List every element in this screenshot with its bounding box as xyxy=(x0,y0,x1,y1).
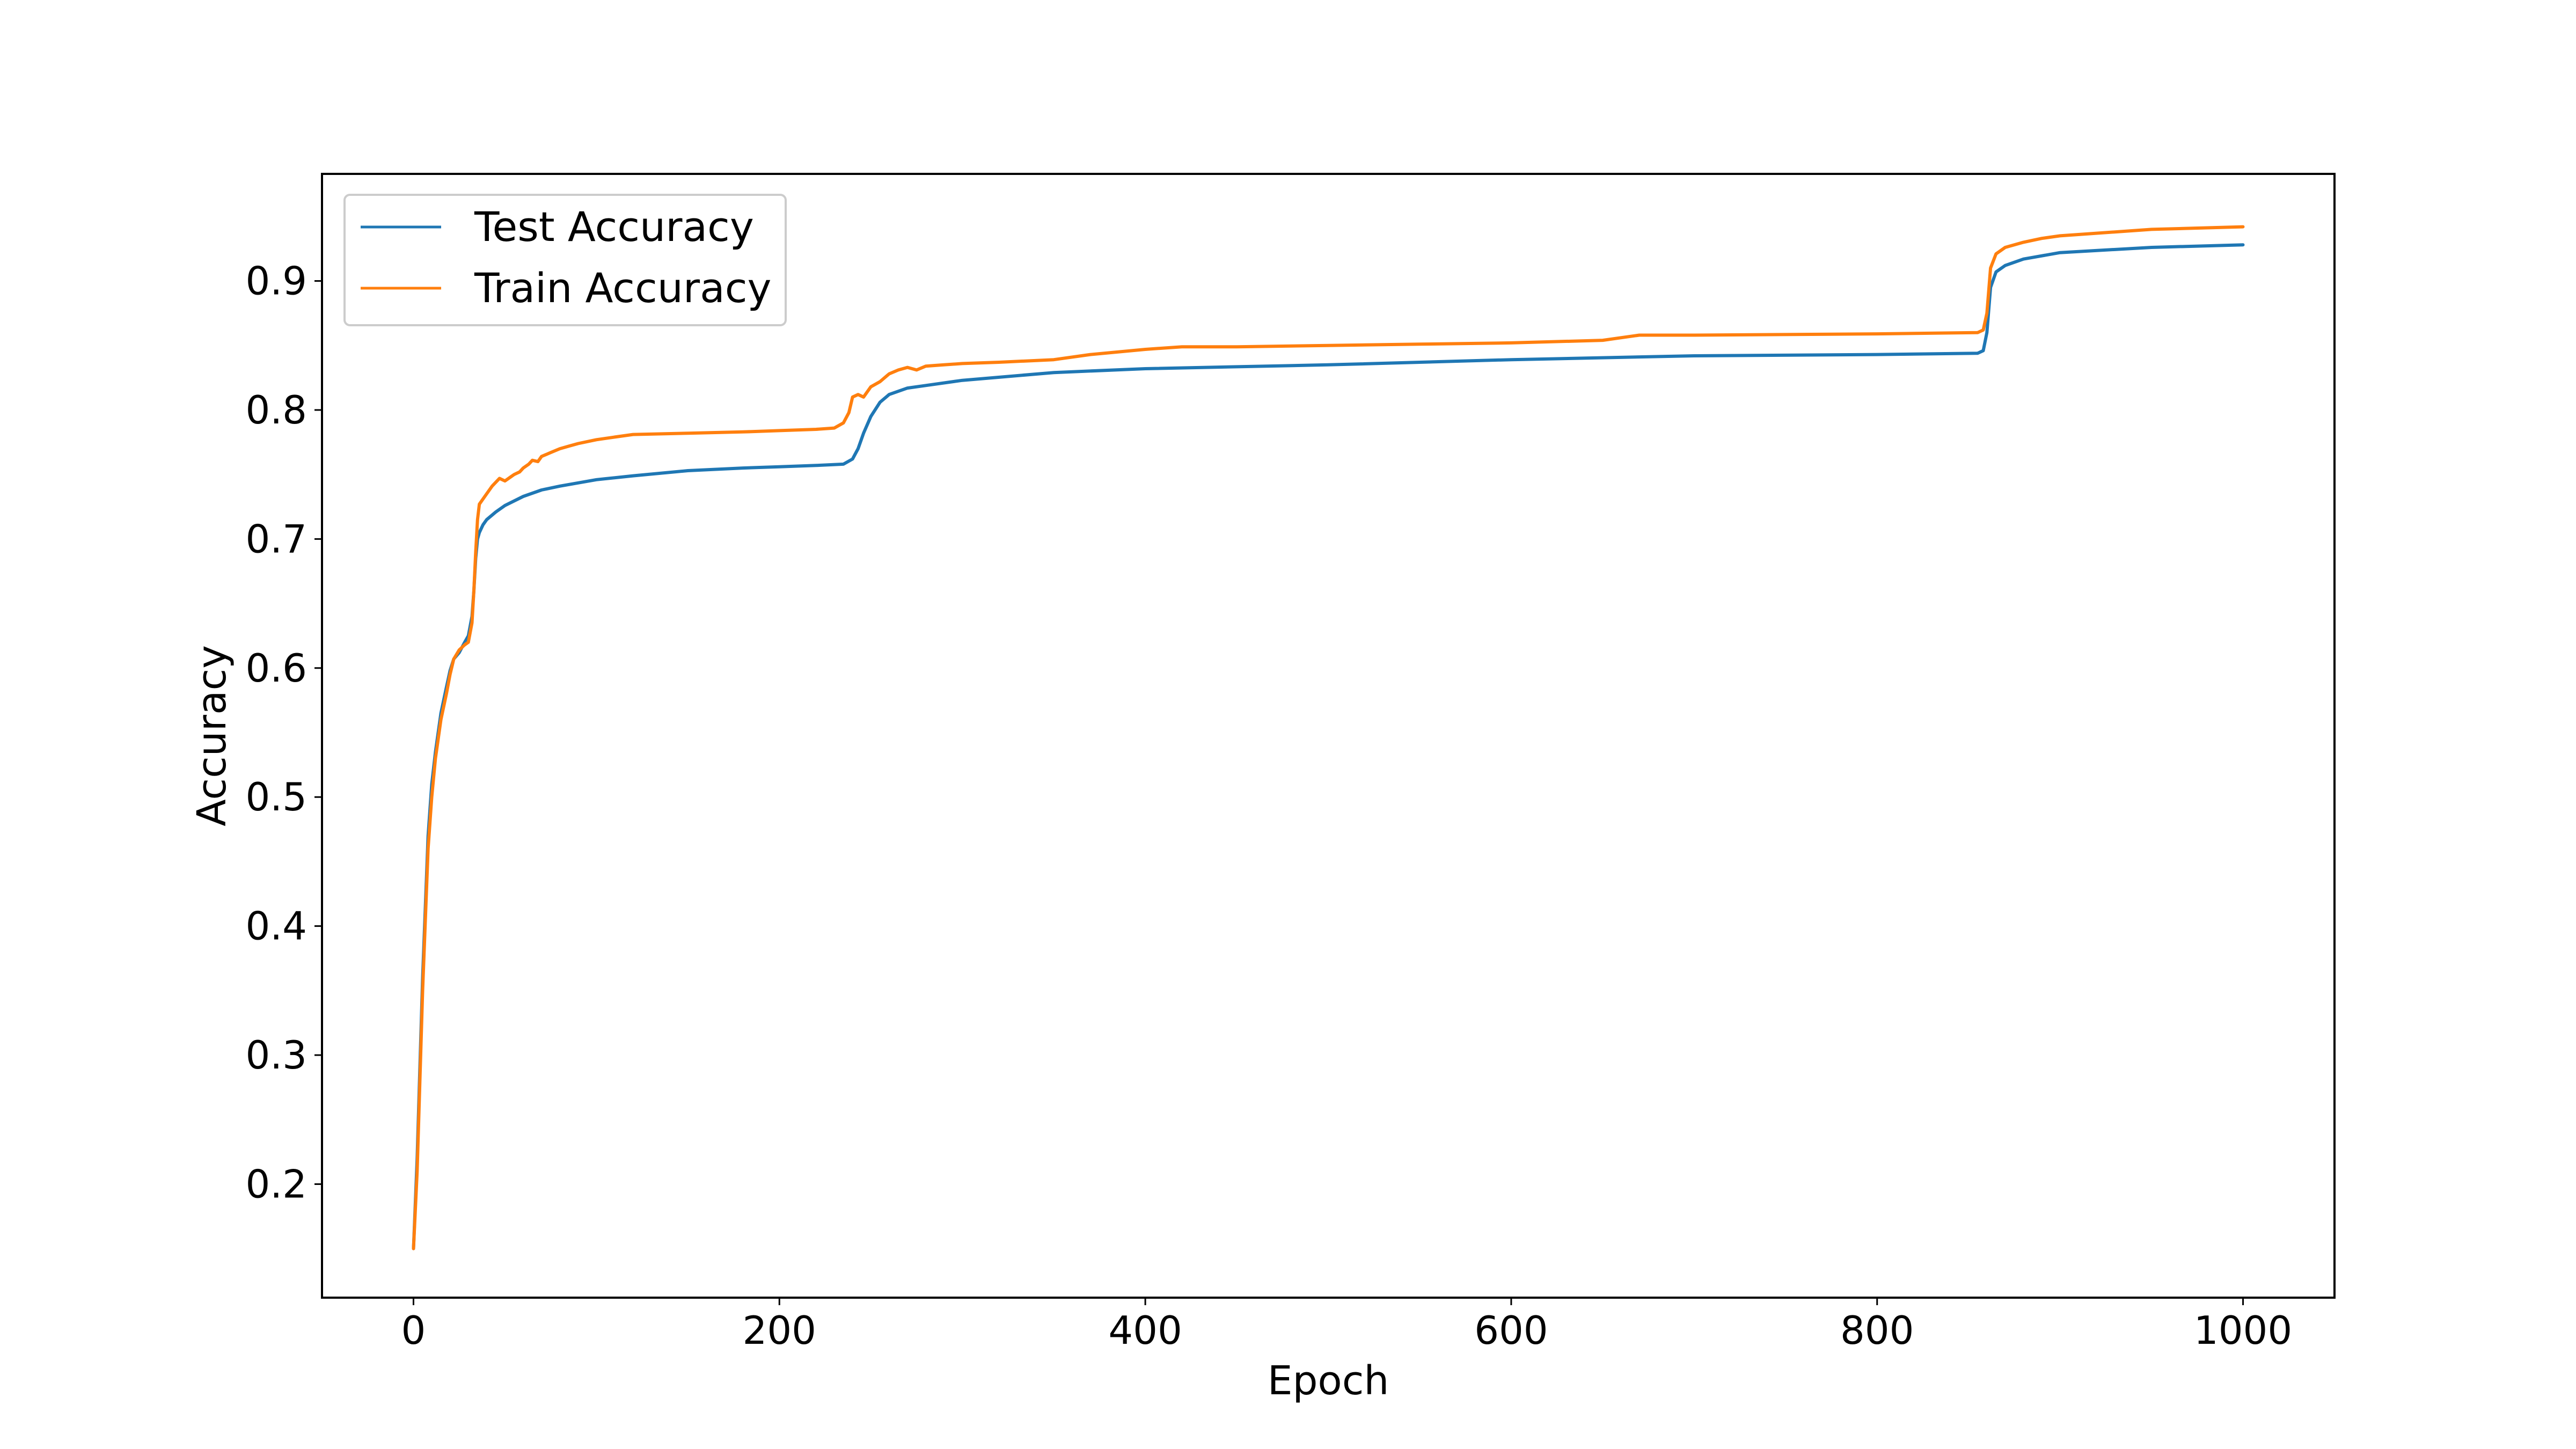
y-tick-label: 0.2 xyxy=(245,1161,307,1206)
y-tick-label: 0.4 xyxy=(245,904,307,949)
plot-frame xyxy=(321,173,2336,1299)
y-axis-label: Accuracy xyxy=(189,645,235,826)
legend-box xyxy=(343,194,787,326)
x-tick-label: 200 xyxy=(743,1308,816,1353)
y-tick-label: 0.6 xyxy=(245,646,307,691)
x-tick-label: 600 xyxy=(1474,1308,1548,1353)
legend-label-test: Test Accuracy xyxy=(474,203,754,251)
x-axis-label: Epoch xyxy=(1268,1358,1389,1404)
y-tick-label: 0.5 xyxy=(245,774,307,819)
x-tick-label: 1000 xyxy=(2194,1308,2292,1353)
x-tick-label: 400 xyxy=(1108,1308,1182,1353)
plot-area xyxy=(322,174,2334,1298)
y-axis-ticks: 0.2 0.3 0.4 0.5 0.6 0.7 0.8 0.9 xyxy=(245,259,322,1206)
y-tick-label: 0.9 xyxy=(245,259,307,304)
x-tick-label: 0 xyxy=(401,1308,426,1353)
y-tick-label: 0.7 xyxy=(245,516,307,561)
series-layer xyxy=(412,225,2245,1250)
x-axis-ticks: 0 200 400 600 800 1000 xyxy=(401,1298,2292,1353)
y-tick-label: 0.3 xyxy=(245,1033,307,1078)
legend: Test Accuracy Train Accuracy xyxy=(343,194,787,326)
y-tick-label: 0.8 xyxy=(245,387,307,433)
x-tick-label: 800 xyxy=(1840,1308,1914,1353)
legend-label-train: Train Accuracy xyxy=(474,264,772,312)
series-line-train-accuracy xyxy=(412,225,2245,1250)
